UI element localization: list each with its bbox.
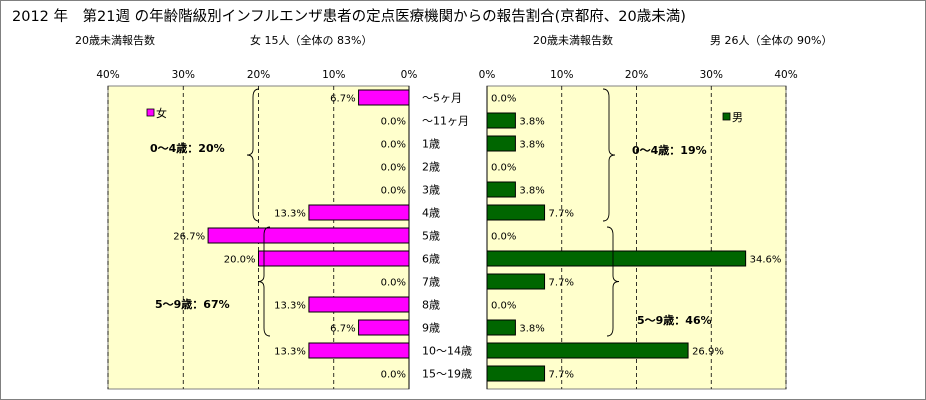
category-label: 3歳	[422, 184, 440, 197]
category-label: 5歳	[422, 230, 440, 243]
left-bar	[258, 250, 410, 267]
category-label: 7歳	[422, 276, 440, 289]
right-data-label: 7.7%	[549, 278, 574, 289]
left-data-label: 6.7%	[330, 324, 355, 335]
right-bar	[486, 273, 546, 290]
right-legend: 男	[722, 111, 743, 124]
left-data-label: 13.3%	[274, 209, 306, 220]
left-tick-label: 0%	[401, 69, 418, 81]
left-annotation-label: 5～9歳：67%	[155, 297, 230, 311]
legend-label-male: 男	[732, 111, 743, 124]
left-tick-label: 20%	[247, 69, 270, 81]
right-annotation-label: 5～9歳：46%	[637, 313, 712, 327]
right-tick-label: 10%	[550, 69, 573, 81]
right-tick-label: 0%	[479, 69, 496, 81]
right-data-label: 0.0%	[491, 163, 516, 174]
left-annotation-brace	[246, 88, 260, 222]
category-label: 8歳	[422, 299, 440, 312]
category-label: 2歳	[422, 161, 440, 174]
right-data-label: 3.8%	[519, 140, 544, 151]
left-annotation-brace	[257, 226, 271, 337]
right-data-label: 34.6%	[750, 255, 782, 266]
right-bar	[486, 112, 516, 129]
left-bar	[207, 227, 410, 244]
right-data-label: 0.0%	[491, 94, 516, 105]
right-header-label: 20歳未満報告数	[533, 34, 613, 47]
right-annotation-brace	[602, 88, 616, 222]
left-tick-label: 30%	[172, 69, 195, 81]
category-label: 6歳	[422, 253, 440, 266]
right-tick-label: 30%	[700, 69, 723, 81]
left-bar	[358, 319, 410, 336]
left-tick-label: 40%	[96, 69, 119, 81]
right-data-label: 26.9%	[692, 347, 724, 358]
left-bar	[308, 296, 410, 313]
right-bar	[486, 319, 516, 336]
right-bar	[486, 204, 546, 221]
left-bar	[308, 204, 410, 221]
category-label: 1歳	[422, 138, 440, 151]
left-data-label: 0.0%	[381, 117, 406, 128]
category-label: ～11ヶ月	[422, 115, 469, 128]
category-label: 15～19歳	[422, 368, 472, 381]
left-data-label: 20.0%	[224, 255, 256, 266]
left-annotation-label: 0～4歳：20%	[150, 141, 225, 155]
male-chart: 0% 10% 20% 30% 40% 0.0% 3.8% 3.8% 0.0% 3.8% 7.7% 0.…	[479, 69, 798, 390]
legend-swatch-female	[146, 108, 155, 117]
left-tick-label: 10%	[322, 69, 345, 81]
left-data-label: 0.0%	[381, 278, 406, 289]
right-data-label: 0.0%	[491, 301, 516, 312]
category-labels: ～5ヶ月 ～11ヶ月 1歳 2歳 3歳 4歳 5歳 6歳 7歳 8歳 9歳 10～14歳 15～19歳	[422, 92, 472, 381]
right-annotation-label: 0～4歳：19%	[632, 143, 707, 157]
right-tick-label: 40%	[774, 69, 797, 81]
right-bar	[486, 342, 689, 359]
female-chart: 40% 30% 20% 10% 0% 6.7% 0.0% 0.0% 0.0% 0.0% 13.3% 2…	[96, 69, 418, 390]
right-bar	[486, 135, 516, 152]
left-legend: 女	[146, 106, 167, 120]
right-data-label: 7.7%	[549, 209, 574, 220]
right-tick-label: 20%	[625, 69, 648, 81]
left-data-label: 13.3%	[274, 301, 306, 312]
category-label: ～5ヶ月	[422, 92, 462, 105]
right-annotation-brace	[606, 226, 620, 337]
left-data-label: 0.0%	[381, 163, 406, 174]
right-data-label: 7.7%	[549, 370, 574, 381]
left-bar	[308, 342, 410, 359]
right-data-label: 3.8%	[519, 186, 544, 197]
right-bar	[486, 181, 516, 198]
left-data-label: 0.0%	[381, 370, 406, 381]
left-data-label: 6.7%	[330, 94, 355, 105]
left-header-summary: 女 15人（全体の 83%）	[250, 33, 372, 47]
left-header-label: 20歳未満報告数	[75, 34, 155, 47]
chart-title: 2012 年 第21週 の年齢階級別インフルエンザ患者の定点医療機関からの報告割…	[12, 7, 686, 25]
right-data-label: 3.8%	[519, 117, 544, 128]
left-data-label: 0.0%	[381, 186, 406, 197]
right-header-summary: 男 26人（全体の 90%）	[710, 33, 832, 47]
left-bar	[358, 89, 410, 106]
legend-swatch-male	[722, 112, 731, 121]
category-label: 9歳	[422, 322, 440, 335]
left-data-label: 0.0%	[381, 140, 406, 151]
legend-label-female: 女	[156, 106, 167, 120]
left-data-label: 13.3%	[274, 347, 306, 358]
right-data-label: 3.8%	[519, 324, 544, 335]
category-label: 10～14歳	[422, 345, 472, 358]
left-data-label: 26.7%	[173, 232, 205, 243]
right-data-label: 0.0%	[491, 232, 516, 243]
category-label: 4歳	[422, 207, 440, 220]
right-bar	[486, 365, 546, 382]
right-bar	[486, 250, 747, 267]
